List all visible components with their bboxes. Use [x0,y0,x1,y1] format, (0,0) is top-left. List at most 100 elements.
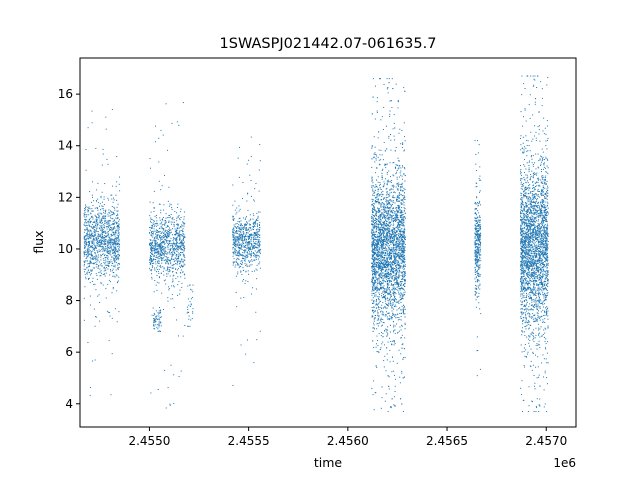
data-point [95,223,97,225]
data-point [116,239,118,241]
data-point [149,245,151,247]
data-point [152,232,154,234]
data-point [86,251,88,253]
data-point [383,344,385,346]
data-point [99,219,101,221]
data-point [100,255,102,257]
data-point [378,351,380,353]
data-point [156,251,158,253]
data-point [89,262,91,264]
data-point [393,238,395,240]
data-point [257,217,259,219]
data-point [118,245,120,247]
data-point [395,274,397,276]
data-point [389,257,391,259]
data-point [110,240,112,242]
data-point [84,229,86,231]
data-point [152,259,154,261]
data-point [154,255,156,257]
data-point [96,244,98,246]
data-point [102,229,104,231]
data-point [113,246,115,248]
data-point [192,312,194,314]
data-point [371,198,373,200]
data-point [395,220,397,222]
data-point [151,227,153,229]
data-point [113,257,115,259]
data-point [397,332,399,334]
data-point [377,282,379,284]
data-point [397,246,399,248]
data-point [89,257,91,259]
data-point [234,243,236,245]
data-point [173,251,175,253]
data-point [375,159,377,161]
data-point [163,253,165,255]
data-point [159,316,161,318]
data-point [154,248,156,250]
data-point [97,254,99,256]
data-point [182,259,184,261]
data-point [173,223,175,225]
data-point [256,243,258,245]
data-point [111,194,113,196]
data-point [255,232,257,234]
data-point [97,209,99,211]
data-point [158,313,160,315]
data-point [398,237,400,239]
data-point [374,392,376,394]
data-point [172,264,174,266]
data-point [400,202,402,204]
data-point [176,242,178,244]
data-point [385,225,387,226]
data-point [88,236,90,238]
data-point [256,243,258,245]
data-point [94,238,96,240]
data-point [378,268,380,270]
data-point [243,225,245,227]
data-point [100,272,102,274]
data-point [158,276,160,278]
data-point [374,226,376,228]
data-point [153,258,155,260]
data-point [101,191,103,193]
data-point [110,247,112,249]
data-point [163,228,165,230]
data-point [113,251,115,253]
data-point [391,220,393,222]
data-point [159,245,161,247]
data-point [160,255,162,257]
data-point [392,340,394,342]
data-point [85,236,87,238]
data-point [245,264,247,266]
data-point [394,237,396,239]
data-point [109,252,111,254]
data-point [115,256,117,258]
data-point [107,268,109,270]
data-point [174,210,176,212]
data-point [101,201,103,203]
data-point [178,257,180,259]
data-point [117,232,119,234]
data-point [250,224,252,226]
data-point [161,238,163,240]
data-point [391,261,393,263]
data-point [112,288,114,290]
data-point [389,258,391,260]
data-point [399,215,401,217]
data-point [184,222,186,224]
data-point [155,321,157,323]
data-point [236,254,238,256]
data-point [240,297,242,299]
data-point [245,227,247,229]
data-point [154,237,156,239]
data-point [99,239,101,241]
data-point [393,298,395,300]
data-point [401,287,403,289]
data-point [103,240,105,242]
data-point [402,295,404,297]
data-point [86,227,88,229]
data-point [396,286,398,288]
data-point [240,243,242,245]
data-point [154,244,156,246]
